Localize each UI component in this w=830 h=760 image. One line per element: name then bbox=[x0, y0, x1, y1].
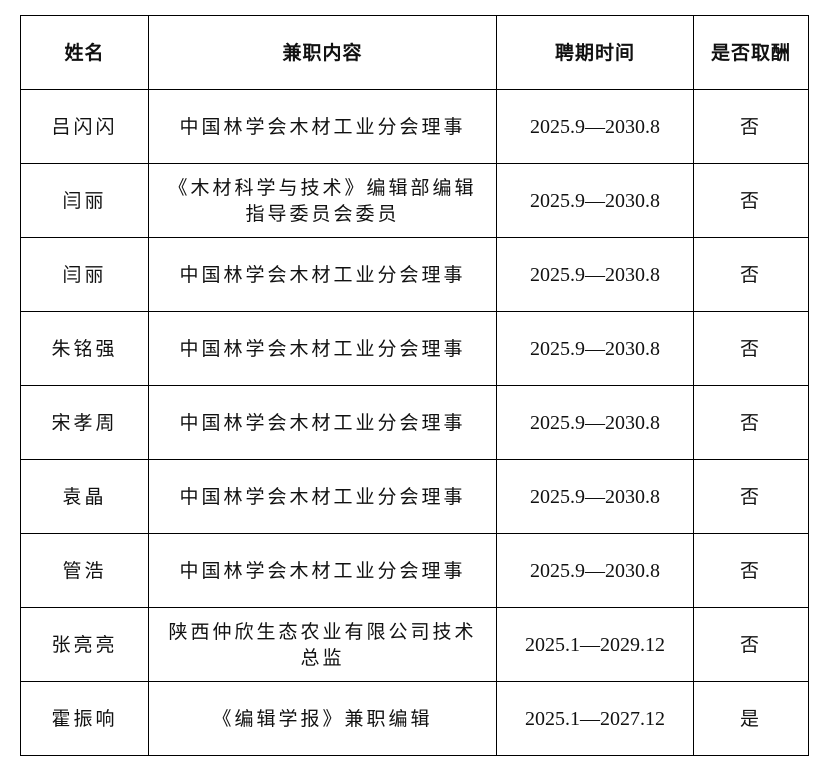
header-paid: 是否取酬 bbox=[693, 15, 809, 90]
cell-name: 吕闪闪 bbox=[20, 89, 149, 164]
table-row: 吕闪闪 中国林学会木材工业分会理事 2025.9—2030.8 否 bbox=[20, 89, 809, 164]
table-row: 管浩 中国林学会木材工业分会理事 2025.9—2030.8 否 bbox=[20, 533, 809, 608]
cell-paid: 是 bbox=[693, 681, 809, 756]
cell-paid: 否 bbox=[693, 237, 809, 312]
cell-period: 2025.9—2030.8 bbox=[496, 533, 694, 608]
cell-content: 中国林学会木材工业分会理事 bbox=[148, 237, 497, 312]
cell-content: 中国林学会木材工业分会理事 bbox=[148, 533, 497, 608]
cell-period: 2025.9—2030.8 bbox=[496, 385, 694, 460]
cell-paid: 否 bbox=[693, 163, 809, 238]
cell-paid: 否 bbox=[693, 385, 809, 460]
table-row: 朱铭强 中国林学会木材工业分会理事 2025.9—2030.8 否 bbox=[20, 311, 809, 386]
cell-name: 闫丽 bbox=[20, 163, 149, 238]
header-name: 姓名 bbox=[20, 15, 149, 90]
cell-period: 2025.9—2030.8 bbox=[496, 163, 694, 238]
cell-content: 中国林学会木材工业分会理事 bbox=[148, 459, 497, 534]
cell-content: 陕西仲欣生态农业有限公司技术总监 bbox=[148, 607, 497, 682]
cell-paid: 否 bbox=[693, 311, 809, 386]
table-row: 闫丽 《木材科学与技术》编辑部编辑指导委员会委员 2025.9—2030.8 否 bbox=[20, 163, 809, 238]
cell-content: 《编辑学报》兼职编辑 bbox=[148, 681, 497, 756]
cell-period: 2025.9—2030.8 bbox=[496, 311, 694, 386]
cell-name: 霍振响 bbox=[20, 681, 149, 756]
table-row: 张亮亮 陕西仲欣生态农业有限公司技术总监 2025.1—2029.12 否 bbox=[20, 607, 809, 682]
table-row: 闫丽 中国林学会木材工业分会理事 2025.9—2030.8 否 bbox=[20, 237, 809, 312]
cell-name: 闫丽 bbox=[20, 237, 149, 312]
cell-period: 2025.9—2030.8 bbox=[496, 459, 694, 534]
header-content: 兼职内容 bbox=[148, 15, 497, 90]
table-row: 袁晶 中国林学会木材工业分会理事 2025.9—2030.8 否 bbox=[20, 459, 809, 534]
table-row: 霍振响 《编辑学报》兼职编辑 2025.1—2027.12 是 bbox=[20, 681, 809, 756]
cell-period: 2025.9—2030.8 bbox=[496, 89, 694, 164]
cell-name: 宋孝周 bbox=[20, 385, 149, 460]
cell-content: 中国林学会木材工业分会理事 bbox=[148, 385, 497, 460]
cell-paid: 否 bbox=[693, 607, 809, 682]
header-period: 聘期时间 bbox=[496, 15, 694, 90]
cell-content: 中国林学会木材工业分会理事 bbox=[148, 311, 497, 386]
cell-name: 管浩 bbox=[20, 533, 149, 608]
table-row: 宋孝周 中国林学会木材工业分会理事 2025.9—2030.8 否 bbox=[20, 385, 809, 460]
header-row: 姓名 兼职内容 聘期时间 是否取酬 bbox=[20, 15, 809, 90]
cell-content: 中国林学会木材工业分会理事 bbox=[148, 89, 497, 164]
cell-name: 朱铭强 bbox=[20, 311, 149, 386]
cell-period: 2025.1—2027.12 bbox=[496, 681, 694, 756]
part-time-table: 姓名 兼职内容 聘期时间 是否取酬 吕闪闪 中国林学会木材工业分会理事 2025.9… bbox=[20, 15, 809, 756]
cell-paid: 否 bbox=[693, 459, 809, 534]
cell-name: 袁晶 bbox=[20, 459, 149, 534]
cell-period: 2025.9—2030.8 bbox=[496, 237, 694, 312]
cell-paid: 否 bbox=[693, 533, 809, 608]
cell-period: 2025.1—2029.12 bbox=[496, 607, 694, 682]
cell-content: 《木材科学与技术》编辑部编辑指导委员会委员 bbox=[148, 163, 497, 238]
cell-paid: 否 bbox=[693, 89, 809, 164]
cell-name: 张亮亮 bbox=[20, 607, 149, 682]
